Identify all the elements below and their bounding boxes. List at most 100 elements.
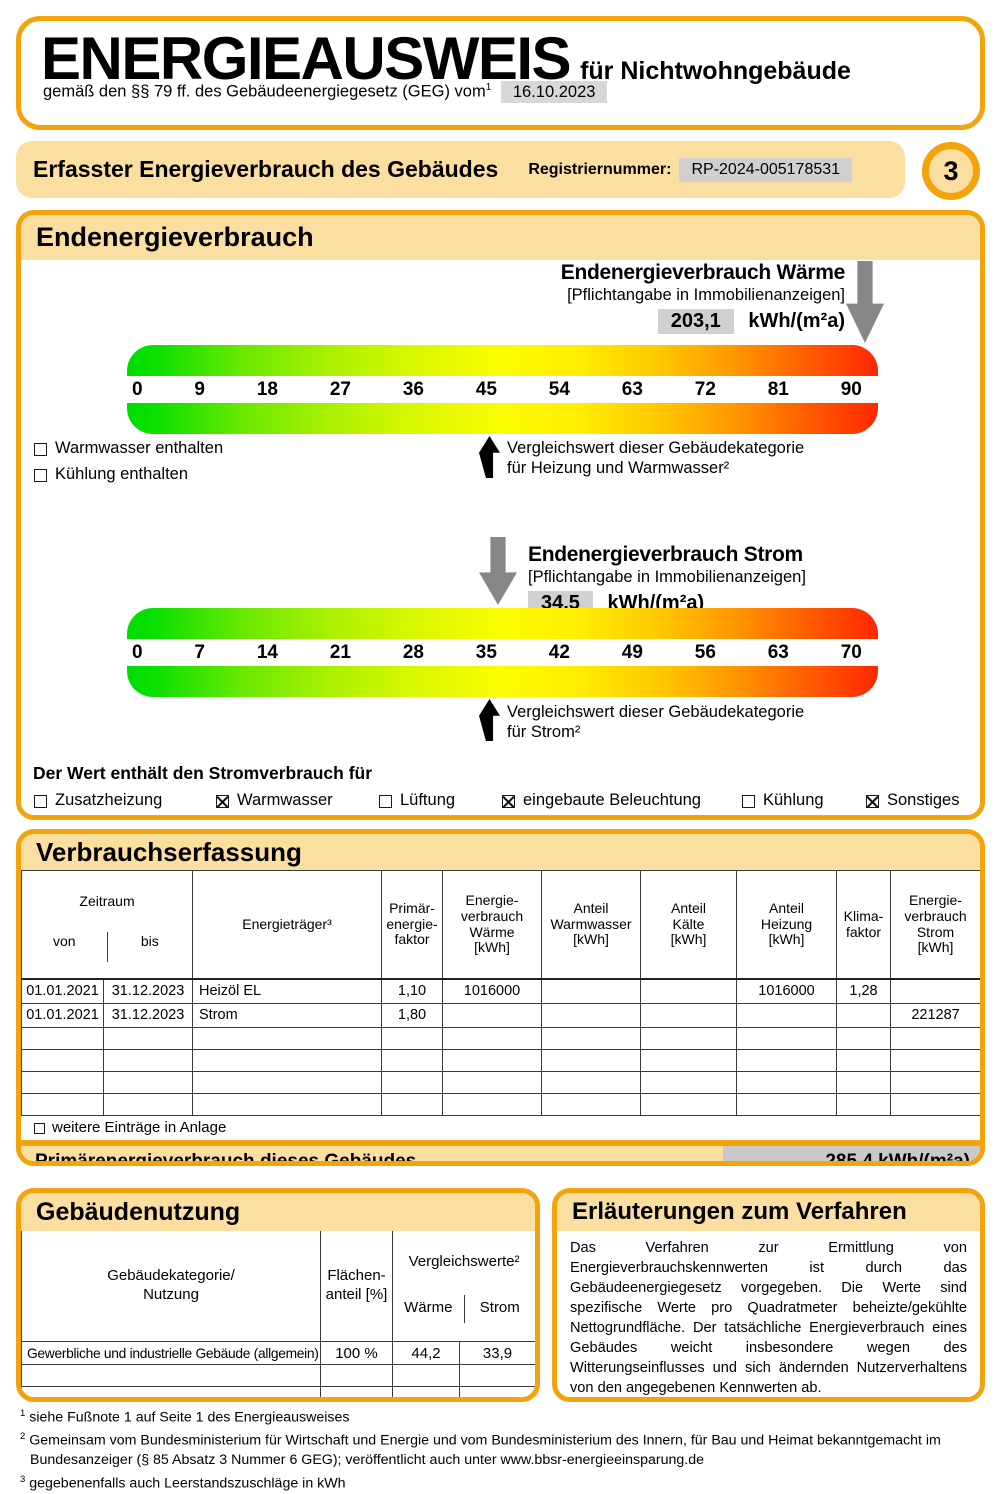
- checkbox-label: Warmwasser: [237, 791, 333, 809]
- geg-date-field: 16.10.2023: [500, 80, 608, 103]
- col-anteil-heizung: Anteil Heizung [kWh]: [736, 870, 838, 981]
- header-box: ENERGIEAUSWEIS für Nichtwohngebäude gemä…: [16, 16, 985, 130]
- checkbox-eingebaute-beleuchtung[interactable]: eingebaute Beleuchtung: [502, 791, 701, 810]
- tick: 9: [194, 378, 205, 400]
- primary-energy-label: Primärenergieverbrauch dieses Gebäudes: [35, 1150, 417, 1166]
- nutzung-header-row: Gebäudekategorie/ Nutzung Flächen- antei…: [21, 1231, 535, 1343]
- tick: 63: [621, 378, 643, 400]
- checkbox-icon: [742, 795, 755, 808]
- checkbox-kuehlung[interactable]: Kühlung: [742, 791, 824, 810]
- waerme-scale-bar: 0 9 18 27 36 45 54 63 72 81 90: [127, 345, 878, 434]
- waerme-compare-arrow-icon: [479, 436, 500, 478]
- section-banner: Erfasster Energieverbrauch des Gebäudes …: [16, 141, 905, 198]
- erlaeuterungen-body: Das Verfahren zur Ermittlung von Energie…: [570, 1240, 967, 1396]
- tick: 36: [402, 378, 424, 400]
- waerme-value-field: 203,1: [657, 309, 734, 334]
- checkbox-zusatzheizung[interactable]: Zusatzheizung: [34, 791, 162, 810]
- col-bis: bis: [106, 932, 192, 963]
- col-zeitraum: Zeitraum von bis: [21, 870, 194, 981]
- checkbox-warmwasser[interactable]: Warmwasser: [216, 791, 333, 810]
- registration-number-field: RP-2024-005178531: [679, 157, 853, 182]
- tick: 70: [840, 641, 862, 663]
- tick: 7: [194, 641, 205, 663]
- verbrauch-table: Zeitraum von bis Energieträger³ Primär- …: [21, 870, 980, 1116]
- tick: 42: [548, 641, 570, 663]
- checkbox-label: Kühlung: [763, 791, 824, 809]
- verbrauchserfassung-section: Verbrauchserfassung Zeitraum von bis Ene: [16, 829, 985, 1166]
- col-anteil-warmwasser: Anteil Warmwasser [kWh]: [541, 870, 642, 981]
- table-row: 01.01.2021 31.12.2023 Heizöl EL 1,10 101…: [21, 978, 980, 1004]
- checkbox-sonstiges[interactable]: Sonstiges: [866, 791, 959, 810]
- strom-includes-title: Der Wert enthält den Stromverbrauch für: [33, 763, 373, 783]
- waerme-subtitle: [Pflichtangabe in Immobilienanzeigen]: [567, 286, 845, 304]
- table-row: Gewerbliche und industrielle Gebäude (al…: [21, 1341, 535, 1366]
- tick: 35: [475, 641, 497, 663]
- tick: 14: [256, 641, 278, 663]
- checkbox-kuehlung-enthalten[interactable]: Kühlung enthalten: [34, 465, 223, 484]
- waerme-gradient-top: [127, 345, 878, 376]
- checkbox-icon: [34, 469, 47, 482]
- footnote-1: 1 siehe Fußnote 1 auf Seite 1 des Energi…: [20, 1408, 350, 1426]
- waerme-gradient-bottom: [127, 403, 878, 434]
- verbrauchserfassung-title: Verbrauchserfassung: [21, 834, 980, 870]
- col-primaerenergiefaktor: Primär- energie- faktor: [381, 870, 444, 981]
- col-vergleichswerte: Vergleichswerte² Wärme Strom: [391, 1231, 535, 1343]
- strom-scale-bar: 0 7 14 21 28 35 42 49 56 63 70: [127, 608, 878, 697]
- summary-block: Primärenergieverbrauch dieses Gebäudes 2…: [21, 1139, 980, 1166]
- registration-label: Registriernummer:: [528, 160, 672, 178]
- waerme-unit: kWh/(m²a): [748, 310, 845, 332]
- strom-tick-band: 0 7 14 21 28 35 42 49 56 63 70: [127, 639, 878, 666]
- table-row-empty: [21, 1070, 980, 1094]
- document-subtitle: für Nichtwohngebäude: [580, 57, 851, 85]
- checkbox-label: Sonstiges: [887, 791, 960, 809]
- col-klimafaktor: Klima- faktor: [836, 870, 892, 981]
- nutzung-table: Gebäudekategorie/ Nutzung Flächen- antei…: [21, 1231, 535, 1397]
- checkbox-label: Lüftung: [400, 791, 456, 809]
- table-row-empty: [21, 1386, 535, 1397]
- document-title: ENERGIEAUSWEIS: [41, 25, 572, 92]
- strom-gradient-bottom: [127, 666, 878, 697]
- strom-compare-text: Vergleichswert dieser Gebäudekategorie f…: [507, 703, 805, 741]
- tick: 81: [767, 378, 789, 400]
- table-row-empty: [21, 1026, 980, 1050]
- checkbox-warmwasser-enthalten[interactable]: Warmwasser enthalten: [34, 439, 223, 458]
- verbrauch-header-row: Zeitraum von bis Energieträger³ Primär- …: [21, 870, 980, 981]
- title-row: ENERGIEAUSWEIS für Nichtwohngebäude: [21, 21, 980, 90]
- endenergieverbrauch-title: Endenergieverbrauch: [21, 215, 980, 260]
- footnote-2: 2 Gemeinsam vom Bundesministerium für Wi…: [20, 1431, 941, 1468]
- table-row: 01.01.2021 31.12.2023 Strom 1,80 221287: [21, 1002, 980, 1028]
- strom-subtitle: [Pflichtangabe in Immobilienanzeigen]: [528, 568, 806, 586]
- checkbox-lueftung[interactable]: Lüftung: [379, 791, 455, 810]
- law-line: gemäß den §§ 79 ff. des Gebäudeenergiege…: [21, 80, 980, 103]
- col-vergleich-waerme: Wärme: [404, 1299, 453, 1317]
- tick: 56: [694, 641, 716, 663]
- col-flaechenanteil: Flächen- anteil [%]: [320, 1231, 393, 1343]
- tick: 18: [256, 378, 278, 400]
- law-text: gemäß den §§ 79 ff. des Gebäudeenergiege…: [43, 82, 486, 101]
- checkbox-icon: [379, 795, 392, 808]
- strom-title: Endenergieverbrauch Strom: [528, 543, 803, 566]
- col-gebaeudekategorie: Gebäudekategorie/ Nutzung: [21, 1231, 321, 1343]
- footnotes: 1 siehe Fußnote 1 auf Seite 1 des Energi…: [20, 1408, 982, 1494]
- strom-value-arrow-icon: [479, 537, 517, 605]
- tick: 0: [132, 641, 143, 663]
- waerme-value-arrow-icon: [846, 261, 884, 343]
- more-entries-note[interactable]: weitere Einträge in Anlage: [21, 1116, 980, 1140]
- waerme-compare-text: Vergleichswert dieser Gebäudekategorie f…: [507, 439, 805, 477]
- checkbox-label: eingebaute Beleuchtung: [523, 791, 701, 809]
- tick: 63: [767, 641, 789, 663]
- endenergieverbrauch-section: Endenergieverbrauch Endenergieverbrauch …: [16, 210, 985, 820]
- checkbox-label: Warmwasser enthalten: [55, 439, 224, 457]
- checkbox-icon: [34, 1123, 45, 1135]
- tick: 27: [329, 378, 351, 400]
- strom-compare-arrow-icon: [479, 699, 500, 741]
- col-vergleich-strom: Strom: [463, 1294, 535, 1323]
- table-row-empty: [21, 1364, 535, 1388]
- banner-title: Erfasster Energieverbrauch des Gebäudes: [33, 156, 499, 182]
- col-von: von: [52, 933, 76, 950]
- strom-gradient-top: [127, 608, 878, 639]
- tick: 72: [694, 378, 716, 400]
- waerme-tick-band: 0 9 18 27 36 45 54 63 72 81 90: [127, 376, 878, 403]
- erlaeuterungen-section: Erläuterungen zum Verfahren Das Verfahre…: [552, 1188, 985, 1402]
